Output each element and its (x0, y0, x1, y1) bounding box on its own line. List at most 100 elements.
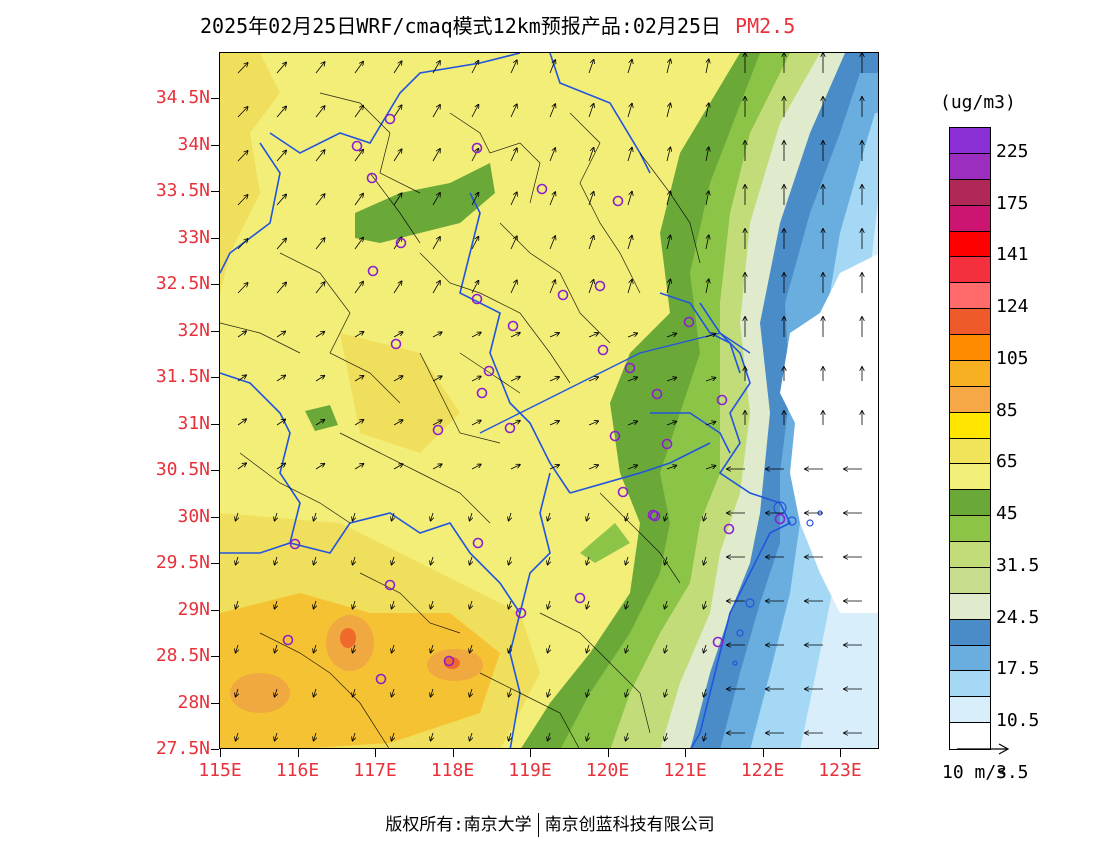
city-marker[interactable] (515, 607, 527, 619)
city-marker[interactable] (624, 362, 636, 374)
wind-arrow (509, 688, 511, 697)
city-marker[interactable] (472, 537, 484, 549)
wind-arrow (431, 644, 433, 653)
city-marker[interactable] (384, 113, 396, 125)
wind-reference-arrow (957, 743, 1010, 755)
wind-arrow (626, 688, 628, 697)
wind-arrow (548, 512, 550, 521)
wind-arrow (704, 512, 706, 521)
wind-arrow (354, 150, 363, 162)
legend-swatch (950, 671, 990, 698)
city-marker[interactable] (712, 636, 724, 648)
legend-swatch (950, 231, 990, 258)
city-marker[interactable] (443, 655, 455, 667)
county-boundaries (220, 92, 701, 748)
wind-arrow (706, 59, 709, 74)
wind-arrow (588, 148, 594, 162)
city-marker[interactable] (384, 579, 396, 591)
wind-arrow (392, 556, 394, 565)
hotspot-core (340, 628, 356, 648)
city-marker[interactable] (432, 424, 444, 436)
wind-arrow (393, 332, 403, 338)
wind-arrow (393, 193, 402, 206)
title-pollutant: PM2.5 (735, 14, 796, 38)
map-area[interactable] (219, 52, 879, 749)
concentration-zone-45 (220, 53, 280, 293)
city-marker[interactable] (536, 183, 548, 195)
lat-tick-label: 32N (177, 319, 210, 341)
wind-arrow (510, 192, 517, 206)
wind-arrow (237, 107, 248, 118)
city-marker[interactable] (649, 510, 661, 522)
city-marker[interactable] (597, 344, 609, 356)
wind-arrow (393, 420, 403, 426)
city-marker[interactable] (282, 634, 294, 646)
wind-arrow (276, 463, 285, 470)
city-marker[interactable] (471, 142, 483, 154)
wind-arrow (705, 334, 715, 338)
wind-arrow (353, 732, 355, 741)
wind-arrow (471, 420, 481, 426)
lat-tick-label: 29N (177, 598, 210, 620)
wind-arrow (548, 556, 550, 565)
wind-arrow (588, 60, 594, 74)
wind-arrow (627, 104, 632, 118)
city-marker[interactable] (504, 422, 516, 434)
city-marker[interactable] (375, 673, 387, 685)
city-marker[interactable] (617, 486, 629, 498)
city-marker[interactable] (351, 140, 363, 152)
wind-arrow (431, 688, 433, 697)
wind-arrow (237, 419, 246, 426)
city-marker[interactable] (609, 430, 621, 442)
wind-arrow (275, 644, 277, 653)
wind-arrow (392, 644, 394, 653)
city-marker[interactable] (476, 387, 488, 399)
wind-arrow (587, 556, 589, 565)
city-marker[interactable] (723, 523, 735, 535)
city-marker[interactable] (483, 365, 495, 377)
wind-arrow (432, 61, 440, 74)
city-marker[interactable] (651, 388, 663, 400)
city-marker[interactable] (716, 394, 728, 406)
wind-arrow (510, 104, 517, 118)
wind-arrow (627, 192, 632, 206)
wind-arrow (626, 600, 628, 609)
legend-swatch (950, 697, 990, 724)
city-marker[interactable] (594, 280, 606, 292)
city-marker[interactable] (574, 592, 586, 604)
city-marker[interactable] (395, 237, 407, 249)
city-marker[interactable] (367, 265, 379, 277)
city-marker[interactable] (390, 338, 402, 350)
lon-tick (452, 749, 454, 757)
lat-tick-label: 33N (177, 226, 210, 248)
city-marker[interactable] (683, 316, 695, 328)
wind-arrow (666, 334, 676, 338)
lat-tick-label: 32.5N (155, 273, 210, 294)
city-marker[interactable] (774, 513, 786, 525)
city-marker[interactable] (289, 538, 301, 550)
wind-arrow (432, 464, 442, 470)
city-marker[interactable] (366, 172, 378, 184)
footer: 版权所有:南京大学 南京创蓝科技有限公司 (0, 810, 1100, 837)
wind-arrow (666, 422, 676, 426)
wind-arrow (587, 644, 589, 653)
wind-arrow (275, 732, 277, 741)
wind-arrow (626, 644, 628, 653)
city-marker[interactable] (557, 289, 569, 301)
lon-tick (375, 749, 376, 757)
city-marker[interactable] (661, 438, 673, 450)
wind-arrow (471, 281, 478, 294)
company-text: 南京创蓝科技有限公司 (544, 815, 715, 835)
city-marker[interactable] (507, 320, 519, 332)
wind-arrow (706, 279, 709, 294)
wind-arrow (315, 332, 324, 338)
wind-arrow (276, 62, 286, 74)
lat-tick (211, 563, 219, 564)
wind-arrow (549, 148, 555, 162)
legend-value: 17.5 (996, 658, 1040, 680)
wind-arrow (354, 62, 363, 74)
wind-arrow (432, 281, 440, 294)
city-marker[interactable] (612, 195, 624, 207)
lat-tick (211, 656, 219, 657)
city-marker[interactable] (471, 293, 483, 305)
